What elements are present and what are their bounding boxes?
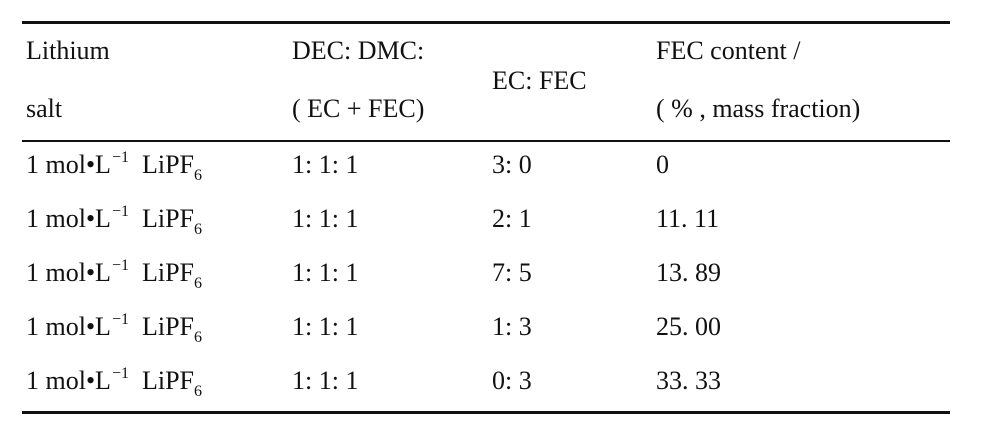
- salt-formula: LiPF: [141, 204, 194, 233]
- unit-exponent: −1: [111, 365, 129, 382]
- formula-subscript: 6: [194, 167, 202, 184]
- cell-fec-content: 25. 00: [656, 312, 721, 341]
- cell-lithium-salt: 1 mol•L−1 LiPF6: [26, 311, 202, 346]
- unit-exponent: −1: [111, 311, 129, 328]
- cell-fec-content: 11. 11: [656, 204, 720, 233]
- salt-formula: LiPF: [141, 312, 194, 341]
- cell-ec-fec-ratio: 2: 1: [492, 204, 532, 233]
- cell-lithium-salt: 1 mol•L−1 LiPF6: [26, 365, 202, 400]
- table-bottom-rule: [22, 411, 950, 414]
- salt-formula: LiPF: [141, 366, 194, 395]
- table-top-rule: [22, 21, 950, 24]
- header-fec-content-line2: ( % , mass fraction): [656, 94, 861, 123]
- cell-fec-content: 33. 33: [656, 366, 721, 395]
- salt-formula: LiPF: [141, 150, 194, 179]
- formula-subscript: 6: [194, 221, 202, 238]
- cell-ec-fec-ratio: 3: 0: [492, 150, 532, 179]
- formula-subscript: 6: [194, 383, 202, 400]
- cell-dec-dmc-ratio: 1: 1: 1: [292, 366, 359, 395]
- salt-concentration-unit: 1 mol•L: [26, 150, 111, 179]
- cell-dec-dmc-ratio: 1: 1: 1: [292, 312, 359, 341]
- cell-dec-dmc-ratio: 1: 1: 1: [292, 204, 359, 233]
- table-header-rule: [22, 140, 950, 142]
- cell-ec-fec-ratio: 1: 3: [492, 312, 532, 341]
- header-lithium-salt-line2: salt: [26, 94, 63, 123]
- cell-fec-content: 0: [656, 150, 669, 179]
- cell-ec-fec-ratio: 0: 3: [492, 366, 532, 395]
- formula-subscript: 6: [194, 275, 202, 292]
- cell-lithium-salt: 1 mol•L−1 LiPF6: [26, 203, 202, 238]
- unit-exponent: −1: [111, 257, 129, 274]
- cell-ec-fec-ratio: 7: 5: [492, 258, 532, 287]
- cell-lithium-salt: 1 mol•L−1 LiPF6: [26, 257, 202, 292]
- cell-fec-content: 13. 89: [656, 258, 721, 287]
- formula-subscript: 6: [194, 329, 202, 346]
- unit-exponent: −1: [111, 203, 129, 220]
- salt-concentration-unit: 1 mol•L: [26, 366, 111, 395]
- salt-concentration-unit: 1 mol•L: [26, 258, 111, 287]
- header-dec-dmc-line1: DEC: DMC:: [292, 36, 425, 65]
- header-ec-fec: EC: FEC: [492, 66, 587, 95]
- cell-dec-dmc-ratio: 1: 1: 1: [292, 150, 359, 179]
- header-dec-dmc-line2: ( EC + FEC): [292, 94, 425, 123]
- header-lithium-salt-line1: Lithium: [26, 36, 110, 65]
- cell-lithium-salt: 1 mol•L−1 LiPF6: [26, 149, 202, 184]
- salt-concentration-unit: 1 mol•L: [26, 204, 111, 233]
- unit-exponent: −1: [111, 149, 129, 166]
- salt-formula: LiPF: [141, 258, 194, 287]
- cell-dec-dmc-ratio: 1: 1: 1: [292, 258, 359, 287]
- header-fec-content-line1: FEC content /: [656, 36, 801, 65]
- salt-concentration-unit: 1 mol•L: [26, 312, 111, 341]
